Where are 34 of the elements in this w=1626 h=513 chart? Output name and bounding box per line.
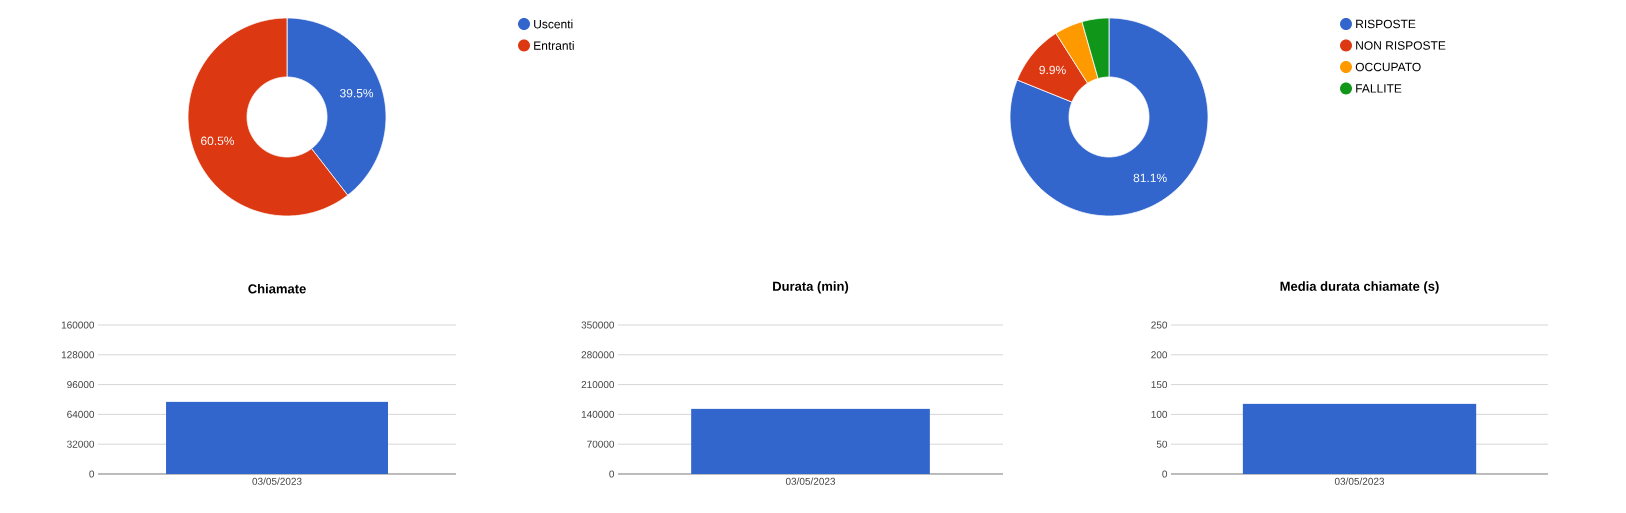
- data-label: 9.9%: [1039, 65, 1066, 75]
- y-tick-label: 0: [1162, 470, 1168, 478]
- y-tick-label: 70000: [587, 440, 615, 448]
- legend-label: OCCUPATO: [1355, 62, 1421, 72]
- data-label: 39.5%: [340, 88, 374, 98]
- y-tick-label: 64000: [67, 410, 95, 418]
- data-label: 81.1%: [1133, 173, 1167, 183]
- x-tick-label: 03/05/2023: [1334, 477, 1385, 485]
- chart-title: Durata (min): [773, 281, 849, 294]
- legend-label: NON RISPOSTE: [1356, 41, 1446, 50]
- y-tick-label: 350000: [581, 321, 615, 329]
- chart-title: Chiamate: [248, 283, 306, 294]
- y-tick-label: 150: [1151, 381, 1168, 389]
- y-tick-label: 0: [89, 470, 95, 478]
- x-tick-label: 03/05/2023: [252, 477, 302, 485]
- y-tick-label: 0: [609, 470, 615, 478]
- y-tick-label: 250: [1151, 321, 1168, 329]
- y-tick-label: 200: [1151, 351, 1168, 359]
- y-tick-label: 100: [1151, 410, 1168, 418]
- chart-title: Media durata chiamate (s): [1280, 281, 1439, 294]
- y-tick-label: 210000: [581, 381, 615, 389]
- legend-label: RISPOSTE: [1356, 19, 1416, 29]
- legend-label: FALLITE: [1356, 84, 1402, 93]
- legend-label: Entranti: [534, 41, 574, 50]
- y-tick-label: 50: [1156, 440, 1168, 448]
- y-tick-label: 280000: [581, 351, 615, 359]
- y-tick-label: 160000: [61, 321, 95, 329]
- x-tick-label: 03/05/2023: [785, 477, 836, 485]
- data-label: 60.5%: [201, 136, 235, 146]
- y-tick-label: 96000: [67, 381, 95, 389]
- y-tick-label: 32000: [67, 440, 95, 448]
- legend-label: Uscenti: [534, 19, 573, 29]
- y-tick-label: 128000: [61, 351, 95, 359]
- y-tick-label: 140000: [581, 410, 615, 418]
